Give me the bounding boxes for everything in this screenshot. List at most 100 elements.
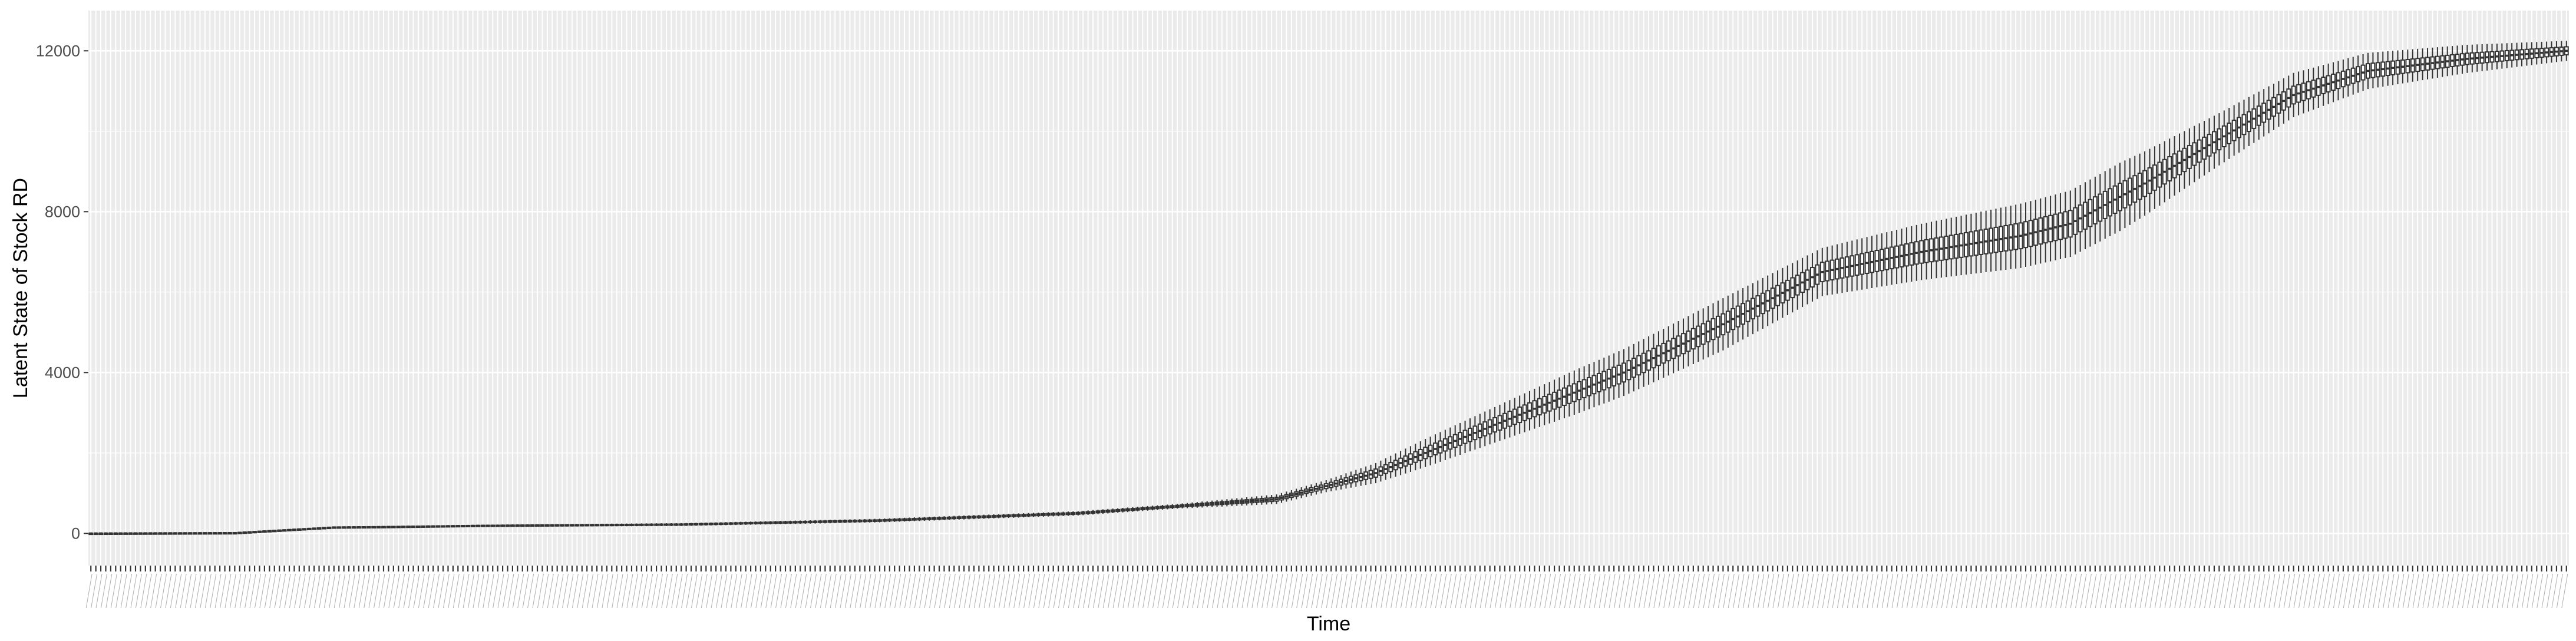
box xyxy=(2172,136,2177,196)
box xyxy=(2023,202,2028,267)
box xyxy=(535,524,540,527)
x-tick-label xyxy=(641,573,648,609)
box xyxy=(778,521,783,524)
box xyxy=(1844,242,1850,292)
box xyxy=(1899,228,1904,283)
box xyxy=(2415,48,2420,81)
x-tick-label xyxy=(765,573,772,609)
x-tick-label xyxy=(547,573,554,609)
box xyxy=(2336,61,2341,101)
box xyxy=(1904,227,1909,283)
x-tick-label xyxy=(750,573,757,609)
x-tick-label xyxy=(120,573,127,609)
box xyxy=(2241,100,2247,150)
x-tick-label xyxy=(1092,573,1099,609)
x-tick-label xyxy=(899,573,906,609)
x-tick-label xyxy=(716,573,723,609)
box xyxy=(1388,455,1393,478)
x-tick-label xyxy=(2447,573,2454,609)
x-tick-label xyxy=(2234,573,2241,609)
box xyxy=(2291,72,2296,117)
box xyxy=(1954,216,1959,276)
x-tick-label xyxy=(537,573,544,609)
box xyxy=(2192,125,2197,183)
box xyxy=(1587,364,1591,409)
box xyxy=(1914,224,1919,281)
x-tick-label xyxy=(1688,573,1695,609)
box xyxy=(917,517,922,521)
box xyxy=(277,529,282,532)
box xyxy=(475,524,480,527)
x-tick-label xyxy=(2145,573,2152,609)
x-tick-label xyxy=(2318,573,2325,609)
box xyxy=(2038,198,2043,264)
box xyxy=(1964,214,1969,275)
x-tick-label xyxy=(2293,573,2300,609)
x-tick-label xyxy=(527,573,534,609)
box xyxy=(525,524,530,527)
box xyxy=(1155,505,1160,510)
box xyxy=(1194,502,1200,508)
x-tick-label xyxy=(879,573,886,609)
box xyxy=(2321,65,2326,106)
box xyxy=(1696,310,1701,362)
box xyxy=(1433,434,1438,464)
box xyxy=(222,532,227,535)
box xyxy=(1611,353,1617,400)
x-tick-label xyxy=(1986,573,1993,609)
box xyxy=(207,532,213,535)
box xyxy=(1249,497,1254,505)
x-tick-label xyxy=(1629,573,1636,609)
x-tick-label xyxy=(1276,573,1283,609)
box xyxy=(2137,153,2142,219)
box xyxy=(316,527,322,530)
box xyxy=(1081,510,1086,516)
x-tick-label xyxy=(1479,573,1487,609)
x-tick-label xyxy=(532,573,539,609)
box xyxy=(272,530,277,533)
x-tick-label xyxy=(1852,573,1859,609)
x-tick-label xyxy=(487,573,494,609)
box xyxy=(1403,448,1408,474)
box xyxy=(322,527,326,530)
box xyxy=(441,525,445,528)
box xyxy=(663,523,669,527)
x-tick-label xyxy=(1906,573,1913,609)
box xyxy=(1631,343,1636,392)
x-tick-label xyxy=(1157,573,1164,609)
x-tick-label xyxy=(2179,573,2186,609)
box xyxy=(1864,237,1870,289)
x-tick-label xyxy=(249,573,256,609)
box xyxy=(2187,128,2192,186)
x-tick-label xyxy=(2452,573,2459,609)
x-tick-label xyxy=(279,573,286,609)
box xyxy=(376,526,381,528)
box xyxy=(138,532,143,535)
x-tick-label xyxy=(2149,573,2156,609)
x-tick-label xyxy=(1073,573,1080,609)
box xyxy=(1001,514,1006,518)
x-tick-label xyxy=(204,573,212,609)
box xyxy=(346,526,351,529)
box xyxy=(2430,47,2435,79)
x-tick-label xyxy=(666,573,673,609)
box xyxy=(2504,43,2509,68)
box xyxy=(624,523,629,527)
x-tick-label xyxy=(442,573,450,609)
x-tick-label xyxy=(2561,573,2568,609)
box xyxy=(768,521,773,525)
box xyxy=(1085,510,1091,515)
box xyxy=(802,520,808,524)
x-tick-label xyxy=(1698,573,1705,609)
x-tick-label xyxy=(398,573,405,609)
x-tick-label xyxy=(1430,573,1437,609)
box xyxy=(1180,503,1185,509)
x-tick-label xyxy=(2159,573,2167,609)
x-tick-label xyxy=(1807,573,1814,609)
x-tick-label xyxy=(1862,573,1869,609)
box xyxy=(907,517,912,521)
box xyxy=(1716,300,1720,353)
x-tick-label xyxy=(1266,573,1273,609)
box xyxy=(644,523,649,527)
x-tick-label xyxy=(2125,573,2132,609)
